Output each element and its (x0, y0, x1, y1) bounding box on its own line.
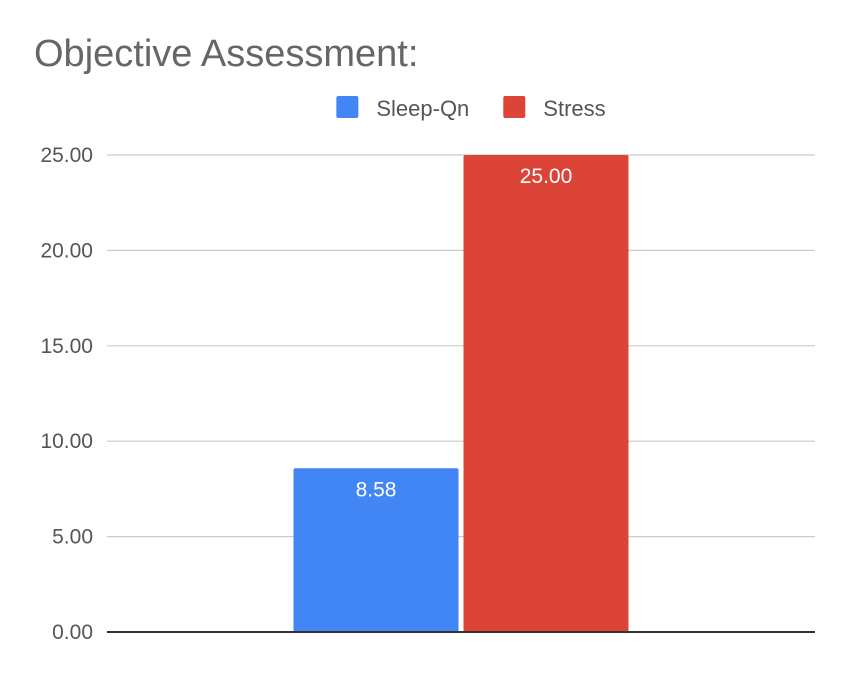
data-label: 8.58 (356, 478, 397, 501)
y-tick-label: 5.00 (52, 526, 93, 549)
bars (293, 155, 629, 632)
y-tick-label: 20.00 (40, 239, 93, 262)
bar-stress (463, 155, 629, 632)
y-tick-label: 0.00 (52, 621, 93, 644)
y-tick-label: 15.00 (40, 335, 93, 358)
y-tick-label: 25.00 (40, 144, 93, 167)
y-axis-ticks: 0.00 5.00 10.00 15.00 20.00 25.00 (40, 144, 93, 644)
data-label: 25.00 (520, 165, 573, 188)
chart-title: Objective Assessment: (34, 33, 418, 75)
legend-swatch-sleep-qn (336, 96, 359, 118)
bar-sleep-qn (293, 468, 459, 632)
legend: Sleep-Qn Stress (336, 96, 606, 121)
legend-swatch-stress (503, 96, 526, 118)
legend-label: Stress (543, 96, 605, 121)
y-tick-label: 10.00 (40, 430, 93, 453)
legend-label: Sleep-Qn (376, 96, 469, 121)
gridlines (107, 154, 815, 538)
data-labels: 8.58 25.00 (356, 165, 573, 501)
